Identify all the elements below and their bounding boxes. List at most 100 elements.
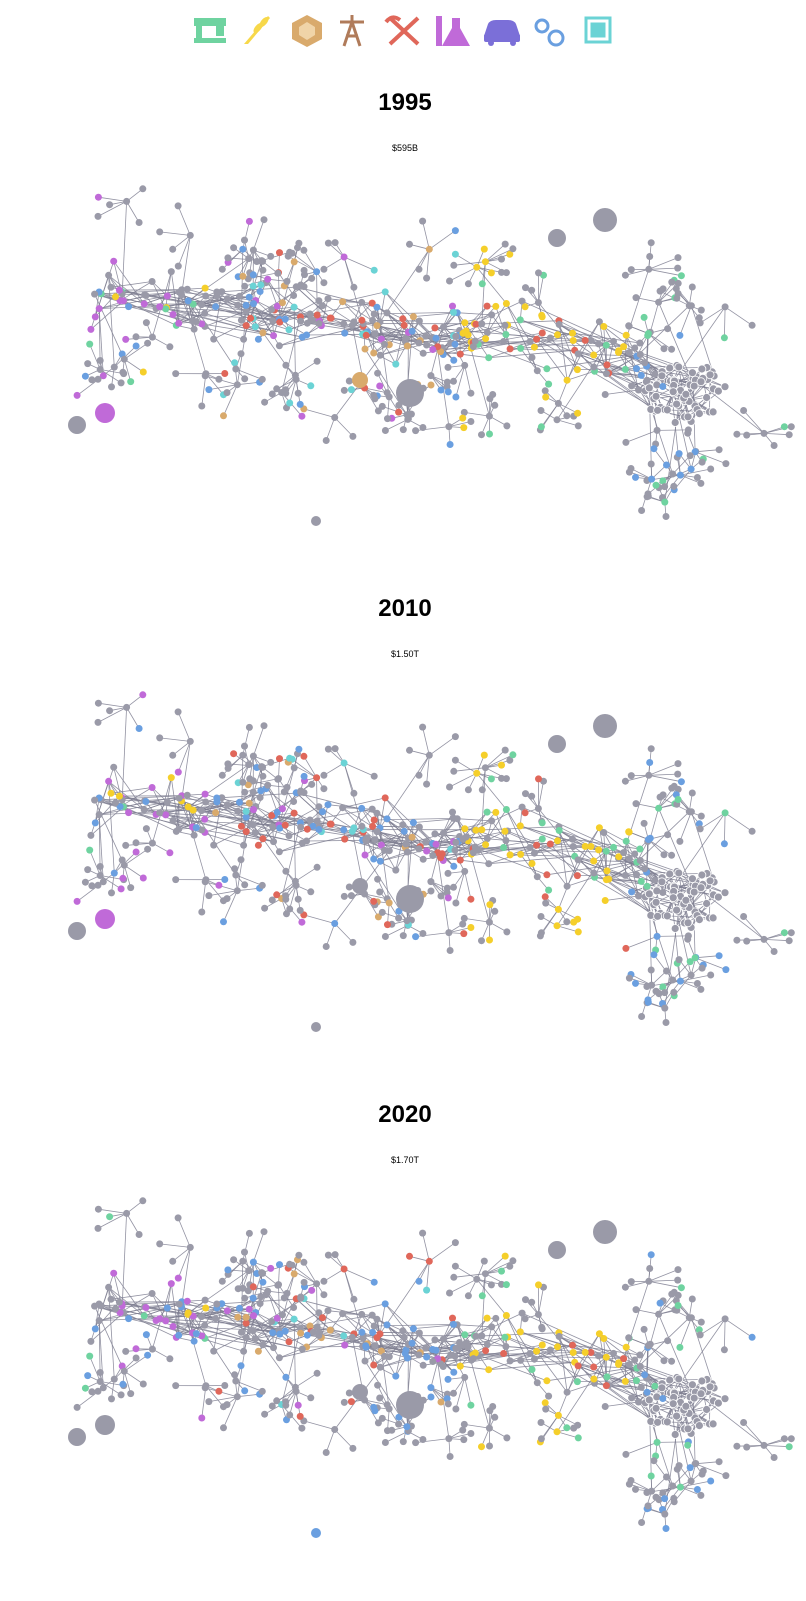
product-node [528,860,536,867]
product-node [492,808,500,816]
product-node [148,1345,156,1353]
product-node [139,691,147,699]
edge [385,419,408,431]
edge [123,359,132,382]
product-node [313,1369,321,1377]
product-node [250,1312,257,1320]
product-node [449,1314,456,1322]
product-node [258,1269,266,1277]
product-node [665,363,675,373]
edge [334,1429,354,1449]
edge [364,893,388,900]
product-node [237,350,245,358]
edge [453,767,486,772]
product-node [198,807,205,815]
product-node [502,1312,510,1319]
product-node [668,1399,678,1409]
edge [486,303,507,333]
product-node [683,1424,693,1434]
product-node [361,851,369,859]
product-node [460,1436,468,1444]
product-node [122,841,130,849]
product-node [637,371,645,379]
product-node [412,933,420,941]
edge [303,914,335,924]
product-node [132,848,140,856]
product-node [267,252,275,260]
edge [649,302,659,333]
product-node [697,306,705,314]
edge [124,1354,148,1372]
product-node [451,756,459,764]
icon-metals[interactable] [384,15,420,46]
icon-minerals[interactable] [340,15,364,47]
product-node [644,996,652,1004]
product-node [451,340,459,348]
product-node [595,824,603,832]
edge [566,1382,595,1393]
icon-machinery[interactable] [534,18,565,47]
edge [108,780,145,811]
product-node [543,1377,551,1385]
product-node [535,1281,542,1289]
product-node [636,339,644,347]
product-node [91,313,99,321]
icon-electronics[interactable] [584,16,612,44]
product-node [563,918,571,926]
edge [541,1415,559,1440]
edge [276,379,297,390]
product-node [688,1295,696,1303]
edge [121,1213,127,1306]
edge [303,408,335,418]
icon-chemicals[interactable] [436,16,470,46]
product-node [693,1486,701,1493]
product-node [472,320,480,328]
product-node [358,316,366,324]
product-node [502,269,510,277]
product-node [473,769,481,777]
product-node [545,380,553,388]
edge [124,848,148,866]
edge [476,266,502,273]
product-node [362,837,370,845]
product-node [245,293,253,301]
product-node [231,1371,239,1379]
edge [261,757,290,767]
icon-textiles[interactable] [194,18,226,43]
product-node [415,1277,423,1285]
product-node [201,284,209,292]
icon-vehicles[interactable] [484,20,520,46]
edge [384,291,433,338]
product-node [675,450,683,458]
edge [208,384,238,390]
product-node [322,1449,330,1456]
product-node [437,386,445,394]
product-node [139,185,147,193]
edge [724,1318,753,1338]
product-node [213,288,221,296]
product-node [370,772,378,780]
product-node [538,1325,546,1333]
product-node [587,337,595,344]
product-node [486,901,494,909]
edge [534,340,586,348]
icon-stone[interactable] [292,15,322,47]
edge [743,1422,765,1446]
product-node [760,1441,768,1449]
product-node [460,914,468,922]
product-node [733,430,741,438]
product-node [422,332,430,340]
product-node [641,865,649,873]
edge [253,219,265,251]
icon-agriculture[interactable] [244,15,270,44]
edge [605,1401,639,1407]
product-node [429,346,437,353]
product-node [95,1317,103,1325]
edge [449,772,477,788]
product-node [581,1348,589,1356]
product-node [743,937,751,945]
product-node [368,299,376,307]
edge [384,1303,433,1350]
product-node [715,1458,723,1466]
product-node [99,878,107,886]
